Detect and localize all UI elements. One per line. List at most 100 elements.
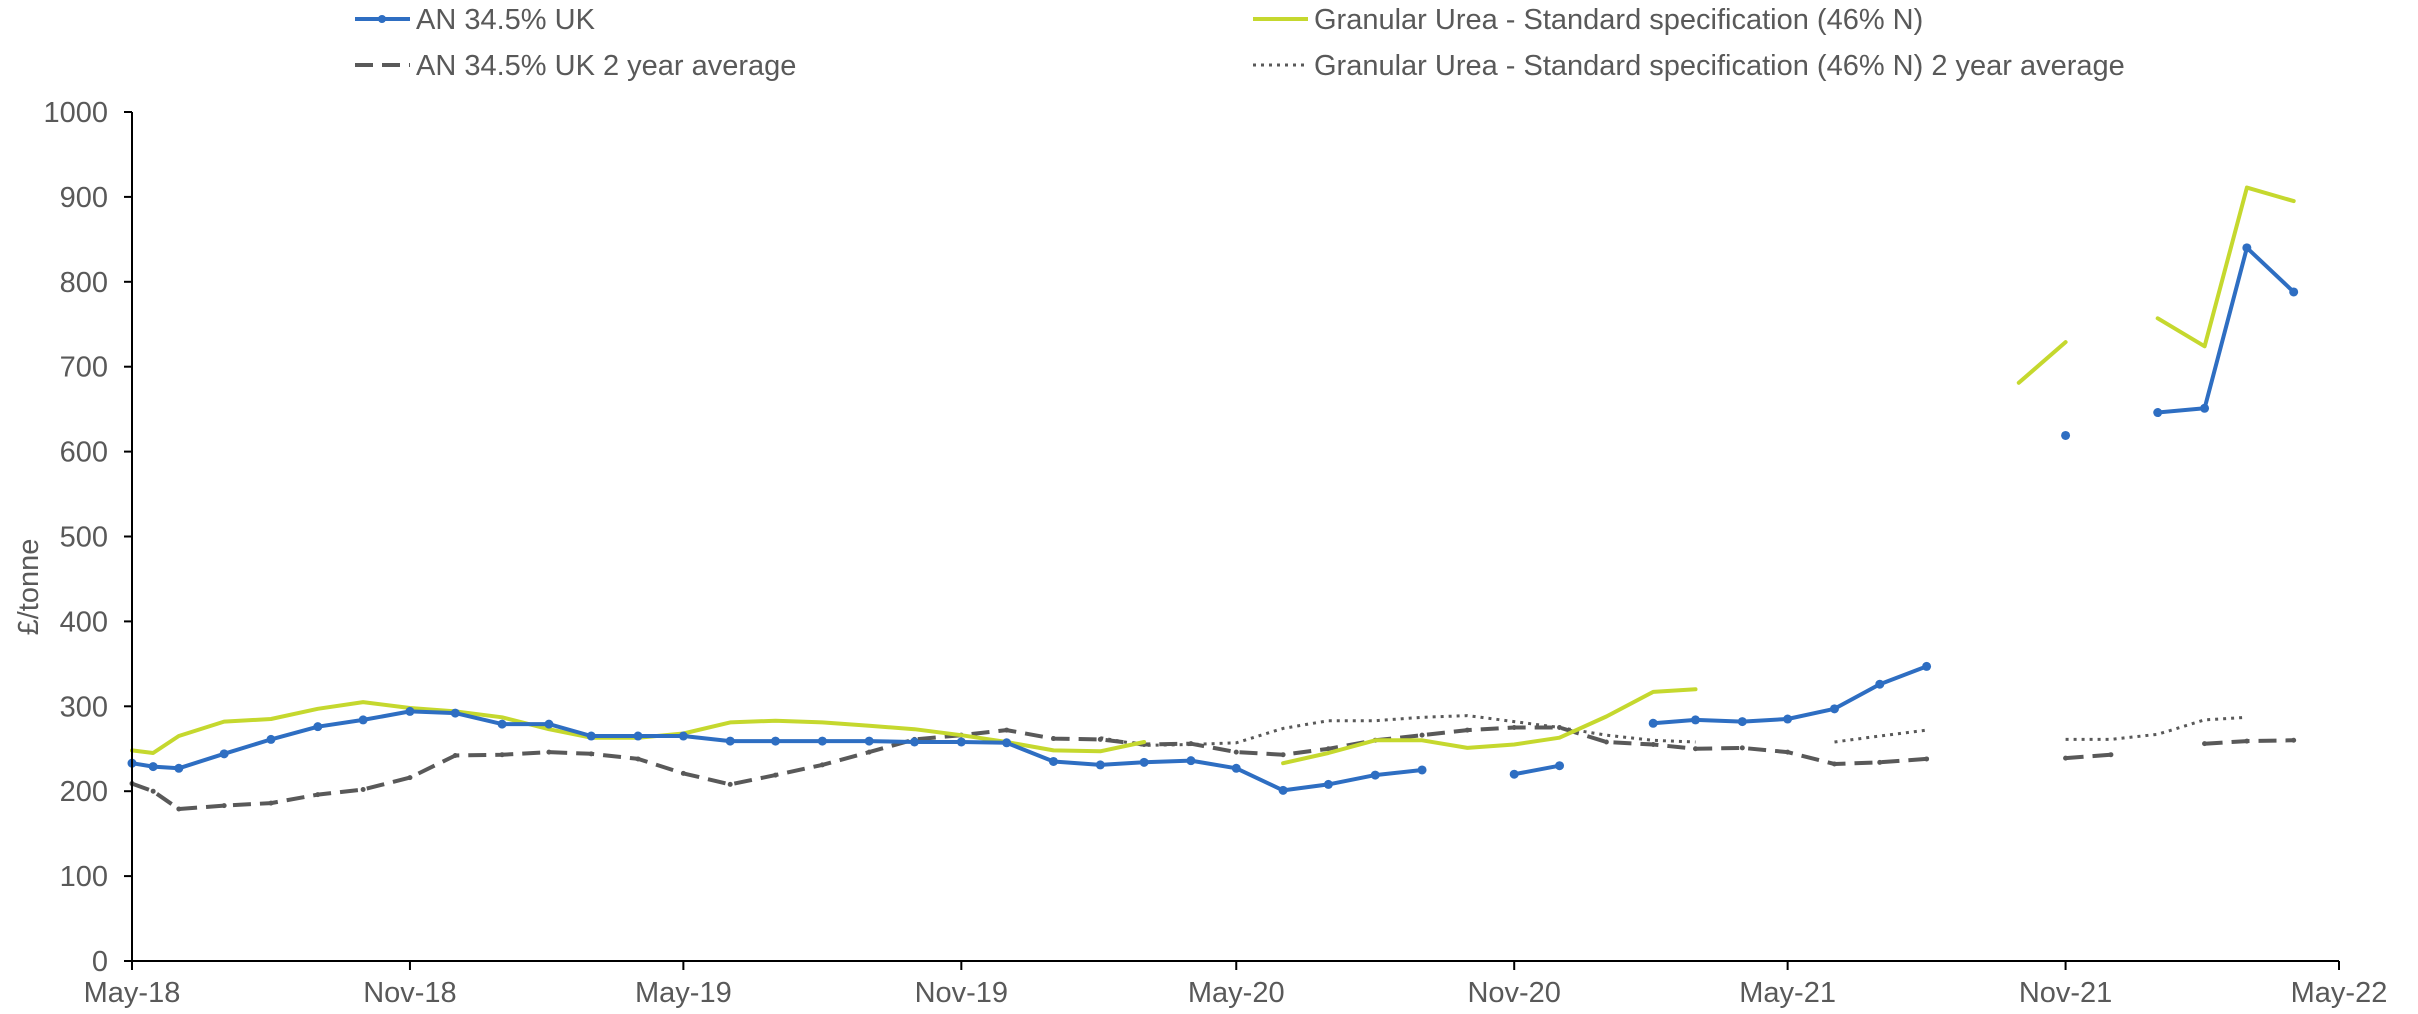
data-point: [1693, 746, 1698, 751]
data-point: [1785, 750, 1790, 755]
series-layer: [128, 187, 2299, 811]
data-point: [500, 752, 505, 757]
data-point: [1234, 750, 1239, 755]
data-point: [865, 737, 874, 746]
data-point: [1649, 719, 1658, 728]
data-point: [1279, 786, 1288, 795]
x-tick-label: Nov-21: [2019, 977, 2113, 1009]
series-1: [132, 187, 2294, 763]
y-tick-label: 700: [60, 352, 108, 384]
data-point: [174, 764, 183, 773]
data-point: [818, 737, 827, 746]
data-point: [1510, 770, 1519, 779]
data-point: [1188, 741, 1193, 746]
data-point: [315, 792, 320, 797]
data-point: [1512, 725, 1517, 730]
data-point: [407, 775, 412, 780]
data-point: [2108, 752, 2113, 757]
data-point: [2063, 756, 2068, 761]
data-point: [2153, 408, 2162, 417]
data-point: [1324, 780, 1333, 789]
data-point: [771, 737, 780, 746]
data-point: [1830, 704, 1839, 713]
data-point: [1371, 771, 1380, 780]
data-point: [2200, 404, 2209, 413]
series-line-segment: [1514, 766, 1559, 775]
y-tick-label: 100: [60, 861, 108, 893]
series-line-segment: [1653, 666, 1926, 723]
data-point: [1002, 738, 1011, 747]
data-point: [1140, 758, 1149, 767]
data-point: [2242, 243, 2251, 252]
data-point: [589, 751, 594, 756]
legend-label-urea: Granular Urea - Standard specification (…: [1314, 4, 1923, 36]
data-point: [1418, 765, 1427, 774]
legend-label-an-avg: AN 34.5% UK 2 year average: [416, 50, 796, 82]
y-tick-label: 0: [92, 946, 108, 978]
data-point: [220, 749, 229, 758]
data-point: [820, 762, 825, 767]
data-point: [451, 709, 460, 718]
data-point: [1832, 762, 1837, 767]
data-point: [681, 771, 686, 776]
data-point: [910, 737, 919, 746]
data-point: [2061, 431, 2070, 440]
data-point: [1875, 680, 1884, 689]
data-point: [636, 756, 641, 761]
data-point: [1604, 739, 1609, 744]
data-point: [176, 807, 181, 812]
data-point: [634, 732, 643, 741]
data-point: [1098, 737, 1103, 742]
x-tick-label: May-20: [1188, 977, 1285, 1009]
legend: AN 34.5% UK Granular Urea - Standard spe…: [355, 4, 2125, 82]
legend-item-urea: Granular Urea - Standard specification (…: [1253, 4, 1923, 36]
data-point: [1004, 728, 1009, 733]
legend-marker-an: [378, 15, 386, 23]
data-point: [1922, 662, 1931, 671]
data-point: [2202, 741, 2207, 746]
data-point: [1420, 733, 1425, 738]
data-point: [222, 803, 227, 808]
data-point: [1691, 715, 1700, 724]
data-point: [313, 722, 322, 731]
legend-item-urea-avg: Granular Urea - Standard specification (…: [1253, 50, 2125, 82]
series-line-segment: [2066, 755, 2111, 758]
data-point: [1924, 756, 1929, 761]
x-tick-label: May-18: [84, 977, 181, 1009]
data-point: [867, 750, 872, 755]
data-point: [149, 762, 158, 771]
x-tick-label: May-19: [635, 977, 732, 1009]
data-point: [2244, 739, 2249, 744]
data-point: [151, 789, 156, 794]
legend-item-an: AN 34.5% UK: [355, 4, 596, 36]
legend-label-an: AN 34.5% UK: [416, 4, 596, 36]
data-point: [1049, 757, 1058, 766]
y-tick-label: 600: [60, 437, 108, 469]
series-line-segment: [2019, 342, 2066, 383]
data-point: [498, 720, 507, 729]
legend-label-urea-avg: Granular Urea - Standard specification (…: [1314, 50, 2125, 82]
series-line-segment: [1283, 689, 1695, 763]
series-line-segment: [2066, 717, 2247, 739]
data-point: [1281, 752, 1286, 757]
data-point: [1465, 728, 1470, 733]
data-point: [773, 773, 778, 778]
x-tick-label: May-22: [2291, 977, 2388, 1009]
data-point: [453, 753, 458, 758]
data-point: [1738, 717, 1747, 726]
data-point: [266, 735, 275, 744]
data-point: [1877, 760, 1882, 765]
y-tick-label: 200: [60, 776, 108, 808]
y-tick-label: 800: [60, 267, 108, 299]
x-tick-label: Nov-19: [915, 977, 1009, 1009]
data-point: [1186, 756, 1195, 765]
data-point: [268, 801, 273, 806]
data-point: [1096, 760, 1105, 769]
data-point: [726, 737, 735, 746]
y-tick-label: 1000: [43, 97, 108, 129]
data-point: [587, 732, 596, 741]
x-tick-label: Nov-18: [363, 977, 457, 1009]
